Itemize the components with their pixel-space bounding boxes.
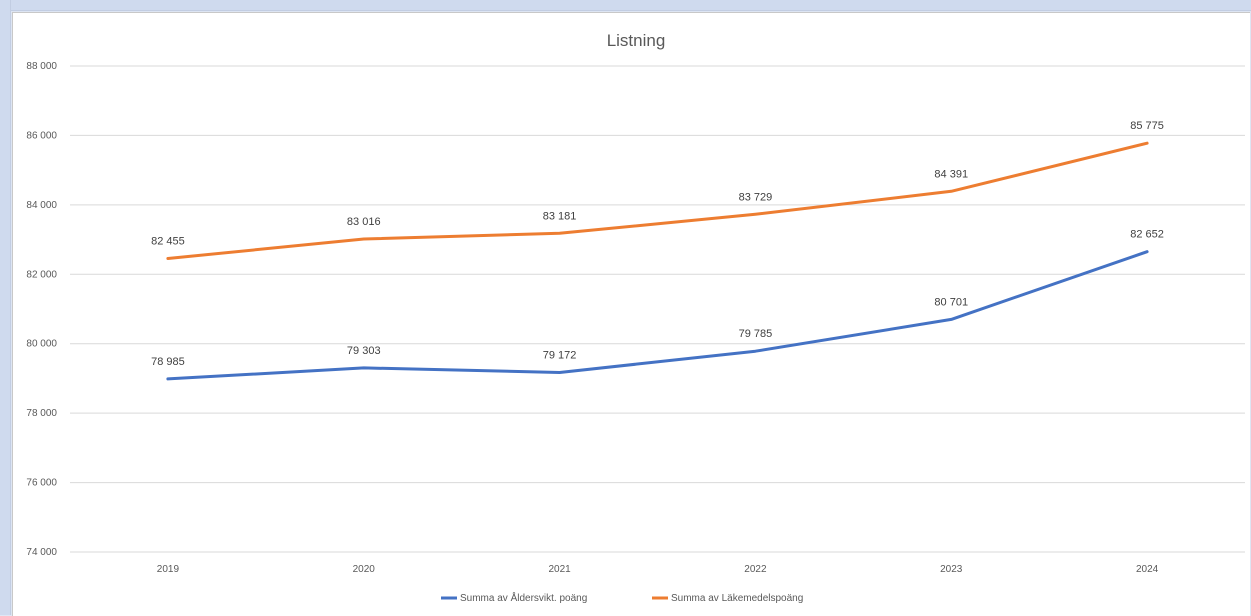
data-label: 79 303 xyxy=(347,345,381,357)
data-label: 84 391 xyxy=(934,168,968,180)
column-header-strip xyxy=(0,0,1251,11)
legend[interactable]: Summa av Åldersvikt. poäng Summa av Läkem… xyxy=(441,591,803,604)
data-label: 82 652 xyxy=(1130,229,1164,241)
data-labels: 78 985 79 303 79 172 79 785 80 701 82 652 82 4… xyxy=(151,120,1164,368)
y-tick-label: 80 000 xyxy=(26,339,57,350)
legend-label-1: Summa av Läkemedelspoäng xyxy=(671,593,803,604)
y-tick-label: 86 000 xyxy=(26,130,57,141)
y-tick-label: 78 000 xyxy=(26,408,57,419)
chart-area[interactable] xyxy=(12,12,1250,616)
x-tick-label: 2021 xyxy=(548,564,571,575)
data-label: 83 016 xyxy=(347,216,381,228)
legend-label-0: Summa av Åldersvikt. poäng xyxy=(460,591,587,604)
data-label: 79 785 xyxy=(739,328,773,340)
x-tick-label: 2023 xyxy=(940,564,963,575)
y-tick-label: 82 000 xyxy=(26,269,57,280)
x-tick-label: 2019 xyxy=(157,564,180,575)
data-label: 83 181 xyxy=(543,210,577,222)
series-lines xyxy=(166,141,1149,381)
x-tick-label: 2022 xyxy=(744,564,767,575)
y-tick-label: 74 000 xyxy=(26,547,57,558)
y-axis-ticks: 74 000 76 000 78 000 80 000 82 000 84 000 86 0… xyxy=(26,61,57,558)
data-label: 80 701 xyxy=(934,296,968,308)
data-label: 78 985 xyxy=(151,356,185,368)
gridlines xyxy=(70,65,1245,553)
x-axis-ticks: 2019 2020 2021 2022 2023 2024 xyxy=(157,564,1159,575)
x-tick-label: 2020 xyxy=(353,564,376,575)
y-tick-label: 84 000 xyxy=(26,200,57,211)
row-header-strip xyxy=(0,0,11,615)
series-line-1[interactable] xyxy=(166,141,1149,260)
data-label: 85 775 xyxy=(1130,120,1164,132)
y-tick-label: 76 000 xyxy=(26,478,57,489)
data-label: 79 172 xyxy=(543,349,577,361)
series-line-0[interactable] xyxy=(166,250,1149,381)
data-label: 83 729 xyxy=(739,191,773,203)
x-tick-label: 2024 xyxy=(1136,564,1159,575)
chart-title: Listning xyxy=(607,31,666,50)
data-label: 82 455 xyxy=(151,235,185,247)
y-tick-label: 88 000 xyxy=(26,61,57,72)
